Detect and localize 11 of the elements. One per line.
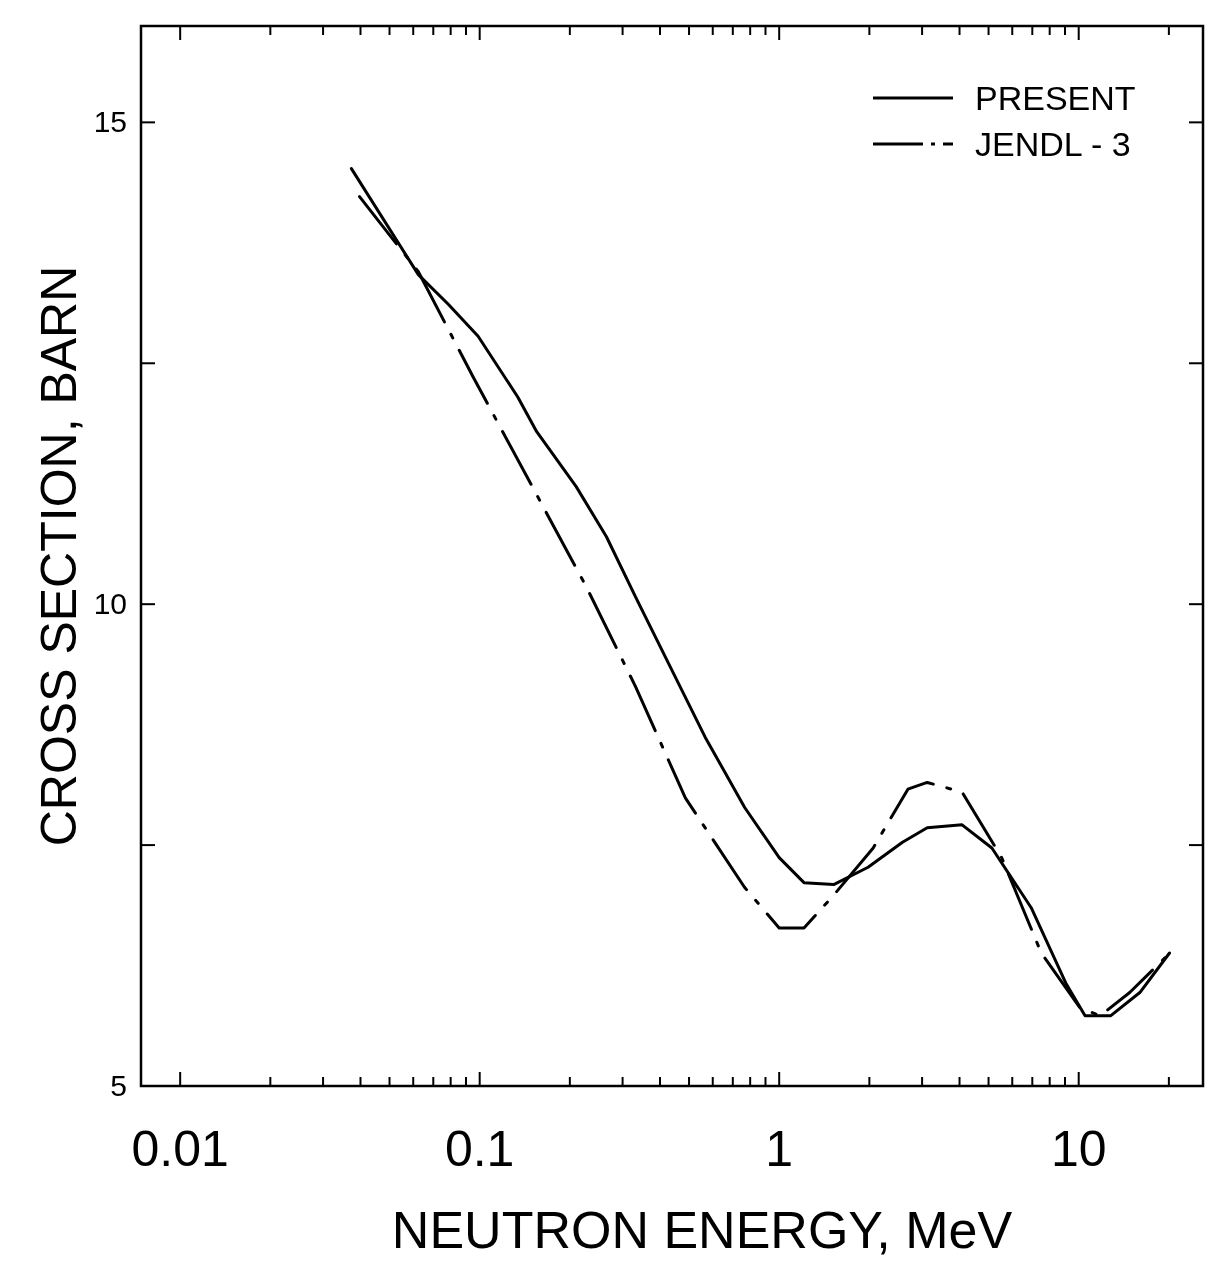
y-axis-title: CROSS SECTION, BARN — [31, 265, 87, 847]
x-tick-label: 10 — [1050, 1121, 1107, 1177]
x-tick-label: 0.1 — [444, 1121, 515, 1177]
x-tick-label: 1 — [765, 1121, 794, 1177]
legend-label: PRESENT — [975, 79, 1136, 117]
y-tick-label: 15 — [93, 105, 127, 139]
x-tick-label: 0.01 — [131, 1121, 229, 1177]
y-tick-label: 10 — [93, 587, 127, 621]
legend-label: JENDL - 3 — [975, 125, 1131, 163]
y-tick-label: 5 — [110, 1069, 127, 1102]
x-axis-title: NEUTRON ENERGY, MeV — [391, 1201, 1013, 1259]
